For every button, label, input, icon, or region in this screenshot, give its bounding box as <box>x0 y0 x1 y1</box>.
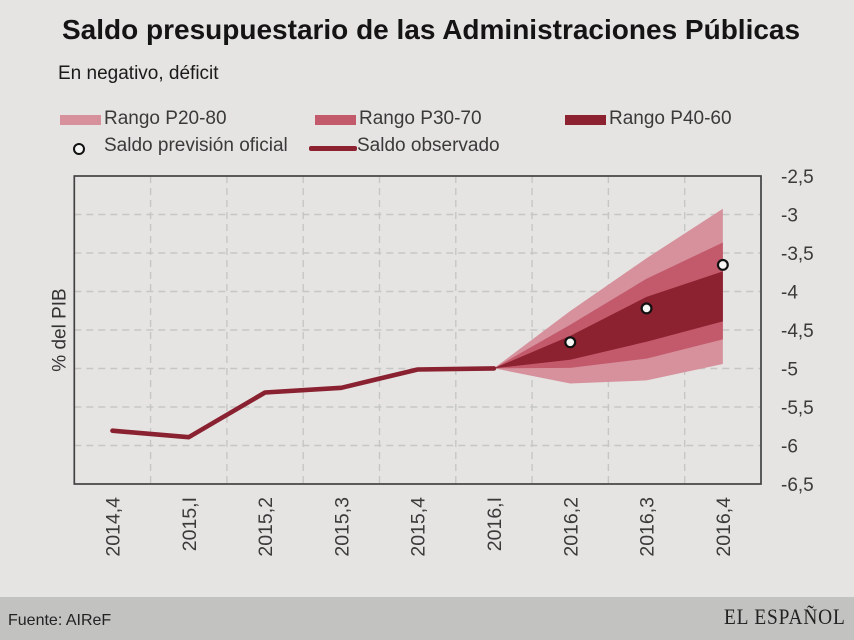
svg-text:-5,5: -5,5 <box>781 398 814 419</box>
svg-text:-2,5: -2,5 <box>781 167 814 188</box>
svg-text:2015,3: 2015,3 <box>331 497 353 557</box>
svg-text:-3: -3 <box>781 206 798 227</box>
svg-text:-6,5: -6,5 <box>781 475 814 496</box>
svg-text:2015,I: 2015,I <box>179 497 201 551</box>
svg-text:-4,5: -4,5 <box>781 321 814 342</box>
svg-text:2014,4: 2014,4 <box>103 497 125 557</box>
svg-text:2015,4: 2015,4 <box>408 497 430 557</box>
svg-text:-4: -4 <box>781 283 798 304</box>
svg-text:2016,I: 2016,I <box>484 497 506 551</box>
svg-text:-6: -6 <box>781 437 798 458</box>
svg-text:2016,2: 2016,2 <box>560 497 582 557</box>
svg-text:2016,3: 2016,3 <box>637 497 659 557</box>
svg-text:2015,2: 2015,2 <box>255 497 277 557</box>
svg-text:% del PIB: % del PIB <box>50 288 71 371</box>
svg-text:2016,4: 2016,4 <box>713 497 735 557</box>
svg-text:-3,5: -3,5 <box>781 244 814 265</box>
svg-text:-5: -5 <box>781 360 798 381</box>
